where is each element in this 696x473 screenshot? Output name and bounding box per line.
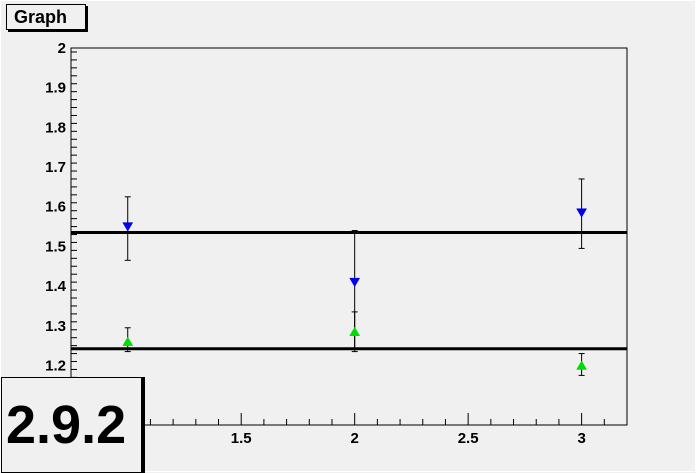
data-point-marker [349,277,361,288]
graph-title-text: Graph [14,7,68,27]
plot-frame [70,47,628,426]
x-tick-label: 3 [577,430,585,447]
x-tick-label: 2 [351,430,359,447]
version-label-text: 2.9.2 [6,395,127,455]
data-point-marker [122,336,134,346]
y-tick-label: 1.6 [45,199,66,216]
y-tick-label: 1.2 [45,357,66,374]
x-tick-label: 2.5 [458,430,479,447]
graph-title-box[interactable]: Graph [6,4,86,30]
y-tick-label: 1.8 [45,119,66,136]
y-tick-label: 1.3 [45,318,66,335]
data-point-marker [122,222,134,232]
y-tick-label: 1.5 [45,238,66,255]
data-point-marker [576,208,588,218]
data-points-group [122,178,588,376]
fit-lines-group [71,231,627,351]
y-tick-label: 1.4 [45,278,67,295]
axes-group: 1.2 1.3 1.4 1.5 1.6 1.7 1.8 1.9 2 1.5 2 2.5 3 [45,40,628,447]
y-tick-label: 2 [58,40,66,57]
x-tick-label: 1.5 [231,430,252,447]
version-label-box: 2.9.2 [1,377,142,473]
data-point-marker [349,326,361,336]
data-point-marker [576,360,588,370]
y-tick-label: 1.7 [45,159,66,176]
y-tick-label: 1.9 [45,80,66,97]
